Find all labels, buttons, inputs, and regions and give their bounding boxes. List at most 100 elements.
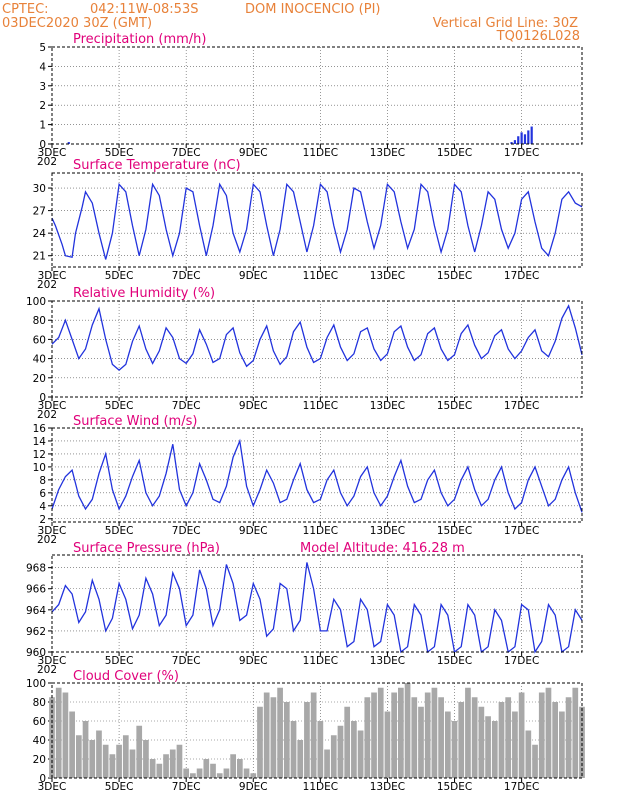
ytick-label: 962 xyxy=(26,626,46,638)
xtick-cut-label: 202 xyxy=(37,664,57,676)
ytick-label: 960 xyxy=(26,647,46,659)
bar xyxy=(324,749,330,778)
header-vgrid-note: Vertical Grid Line: 30Z xyxy=(433,16,578,31)
ytick-label: 21 xyxy=(33,251,46,263)
bar xyxy=(163,754,169,778)
xtick-label: 11DEC xyxy=(303,525,338,537)
bar xyxy=(230,754,236,778)
xtick-cut-label: 202 xyxy=(37,409,57,421)
xtick-label: 11DEC xyxy=(303,655,338,667)
ytick-label: 0 xyxy=(39,773,46,785)
ytick-label: 30 xyxy=(33,183,46,195)
header-coords: 042:11W-08:53S xyxy=(90,2,198,17)
xtick-label: 3DEC xyxy=(38,781,67,793)
bar xyxy=(69,711,75,778)
bar xyxy=(169,749,176,778)
xtick-label: 9DEC xyxy=(239,147,268,159)
ytick-label: 80 xyxy=(33,315,46,327)
xtick-label: 9DEC xyxy=(239,781,268,793)
series-line xyxy=(51,562,583,654)
bar xyxy=(404,683,411,778)
bar xyxy=(527,130,530,144)
xtick-label: 11DEC xyxy=(303,147,338,159)
xtick-label: 15DEC xyxy=(437,781,472,793)
ytick-label: 968 xyxy=(26,563,46,575)
xtick-label: 11DEC xyxy=(303,400,338,412)
bar xyxy=(451,721,458,778)
xtick-label: 13DEC xyxy=(370,781,405,793)
xtick-label: 11DEC xyxy=(303,270,338,282)
bar xyxy=(545,687,552,778)
ytick-label: 966 xyxy=(26,584,46,596)
panel-annotation: Model Altitude: 416.28 m xyxy=(300,541,465,556)
bar xyxy=(310,692,317,778)
bar xyxy=(357,730,364,778)
xtick-label: 17DEC xyxy=(504,270,539,282)
bar xyxy=(411,697,418,778)
bar xyxy=(532,744,538,778)
ytick-label: 40 xyxy=(33,735,46,747)
xtick-label: 9DEC xyxy=(239,400,268,412)
xtick-label: 13DEC xyxy=(370,147,405,159)
bar xyxy=(520,132,523,144)
series-line xyxy=(51,438,583,513)
bar xyxy=(377,687,384,778)
bar xyxy=(55,687,62,778)
ytick-label: 4 xyxy=(39,501,46,513)
bar xyxy=(579,706,585,778)
bar xyxy=(510,142,513,144)
bar xyxy=(143,740,149,778)
xtick-label: 17DEC xyxy=(504,781,539,793)
bar xyxy=(530,126,533,144)
xtick-label: 5DEC xyxy=(105,655,134,667)
bar xyxy=(210,763,216,778)
bar xyxy=(116,744,122,778)
bar xyxy=(62,692,69,778)
ytick-label: 100 xyxy=(26,296,46,308)
bar xyxy=(351,721,357,778)
xtick-label: 7DEC xyxy=(172,270,201,282)
panel-frame xyxy=(51,427,583,523)
bar xyxy=(243,768,250,778)
ytick-label: 3 xyxy=(39,81,46,93)
panel-title: Surface Pressure (hPa) xyxy=(73,541,220,556)
xtick-label: 3DEC xyxy=(38,400,67,412)
bar xyxy=(270,697,277,778)
bar xyxy=(498,702,505,778)
panel-title: Relative Humidity (%) xyxy=(73,286,215,301)
series-line xyxy=(51,182,583,260)
xtick-label: 7DEC xyxy=(172,147,201,159)
ytick-label: 20 xyxy=(33,754,46,766)
bar xyxy=(257,706,263,778)
xtick-label: 3DEC xyxy=(38,655,67,667)
xtick-label: 13DEC xyxy=(370,525,405,537)
panel-title: Precipitation (mm/h) xyxy=(73,32,206,47)
ytick-label: 14 xyxy=(33,436,47,448)
bar xyxy=(565,697,572,778)
bar xyxy=(196,768,203,778)
panel-frame xyxy=(51,172,583,268)
bar xyxy=(330,735,337,778)
bar xyxy=(263,692,270,778)
bar xyxy=(424,692,431,778)
bar xyxy=(304,702,310,778)
bar xyxy=(156,763,163,778)
bar xyxy=(129,749,136,778)
ytick-label: 60 xyxy=(33,334,46,346)
bar xyxy=(223,768,230,778)
panel-frame xyxy=(51,46,583,145)
bar xyxy=(398,687,404,778)
xtick-label: 5DEC xyxy=(105,270,134,282)
xtick-label: 3DEC xyxy=(38,147,67,159)
xtick-label: 13DEC xyxy=(370,400,405,412)
xtick-label: 17DEC xyxy=(504,525,539,537)
panel-title: Cloud Cover (%) xyxy=(73,669,179,684)
panel-4: Surface Pressure (hPa) Model Altitude: 41… xyxy=(26,541,583,676)
xtick-label: 13DEC xyxy=(370,655,405,667)
panel-0: Precipitation (mm/h) 0 1 2 3 4 5 3DEC 5DEC 7DEC 9D… xyxy=(37,32,583,168)
bar xyxy=(458,702,465,778)
xtick-label: 7DEC xyxy=(172,400,201,412)
bar xyxy=(371,692,377,778)
bar xyxy=(471,697,478,778)
